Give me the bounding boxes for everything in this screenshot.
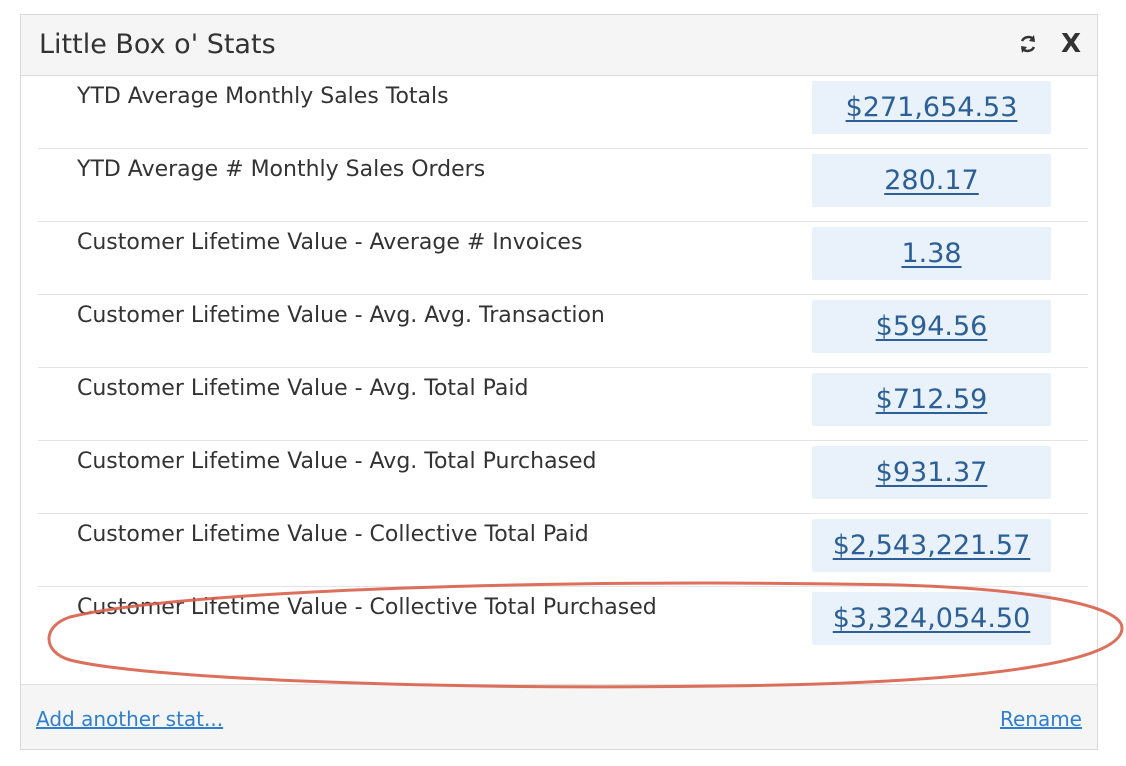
stat-row: Customer Lifetime Value - Avg. Total Pur… [38, 441, 1088, 514]
stat-value-link[interactable]: $931.37 [812, 446, 1051, 499]
stat-value-link[interactable]: 280.17 [812, 154, 1051, 207]
stat-row: Customer Lifetime Value - Avg. Total Pai… [38, 368, 1088, 441]
stat-label: Customer Lifetime Value - Average # Invo… [77, 230, 583, 255]
stat-row: Customer Lifetime Value - Collective Tot… [38, 587, 1088, 660]
stat-label: YTD Average # Monthly Sales Orders [77, 157, 486, 182]
stat-row: Customer Lifetime Value - Avg. Avg. Tran… [38, 295, 1088, 368]
stat-label: Customer Lifetime Value - Collective Tot… [77, 522, 589, 547]
widget-header: Little Box o' Stats X [21, 15, 1097, 76]
close-icon[interactable]: X [1060, 29, 1082, 59]
stat-label: Customer Lifetime Value - Avg. Total Pai… [77, 376, 529, 401]
stat-label: YTD Average Monthly Sales Totals [77, 84, 449, 109]
widget-footer: Add another stat... Rename [21, 684, 1097, 749]
stat-row: YTD Average # Monthly Sales Orders 280.1… [38, 149, 1088, 222]
refresh-icon[interactable] [1015, 29, 1041, 59]
stat-row: YTD Average Monthly Sales Totals $271,65… [38, 76, 1088, 149]
stat-label: Customer Lifetime Value - Avg. Total Pur… [77, 449, 597, 474]
stat-label: Customer Lifetime Value - Avg. Avg. Tran… [77, 303, 605, 328]
widget-title: Little Box o' Stats [39, 29, 276, 60]
stat-label: Customer Lifetime Value - Collective Tot… [77, 595, 657, 620]
add-stat-link[interactable]: Add another stat... [36, 707, 224, 731]
rename-link[interactable]: Rename [999, 707, 1082, 731]
stat-row: Customer Lifetime Value - Collective Tot… [38, 514, 1088, 587]
stat-value-link[interactable]: $271,654.53 [812, 81, 1051, 134]
stat-value-link[interactable]: $594.56 [812, 300, 1051, 353]
stat-row: Customer Lifetime Value - Average # Invo… [38, 222, 1088, 295]
refresh-icon-glyph [1020, 35, 1036, 53]
stat-value-link[interactable]: 1.38 [812, 227, 1051, 280]
stats-widget: Little Box o' Stats X YTD Average Monthl… [20, 14, 1098, 750]
stat-value-link[interactable]: $712.59 [812, 373, 1051, 426]
stats-list: YTD Average Monthly Sales Totals $271,65… [38, 76, 1088, 660]
stat-value-link[interactable]: $2,543,221.57 [812, 519, 1051, 572]
stat-value-link[interactable]: $3,324,054.50 [812, 592, 1051, 645]
